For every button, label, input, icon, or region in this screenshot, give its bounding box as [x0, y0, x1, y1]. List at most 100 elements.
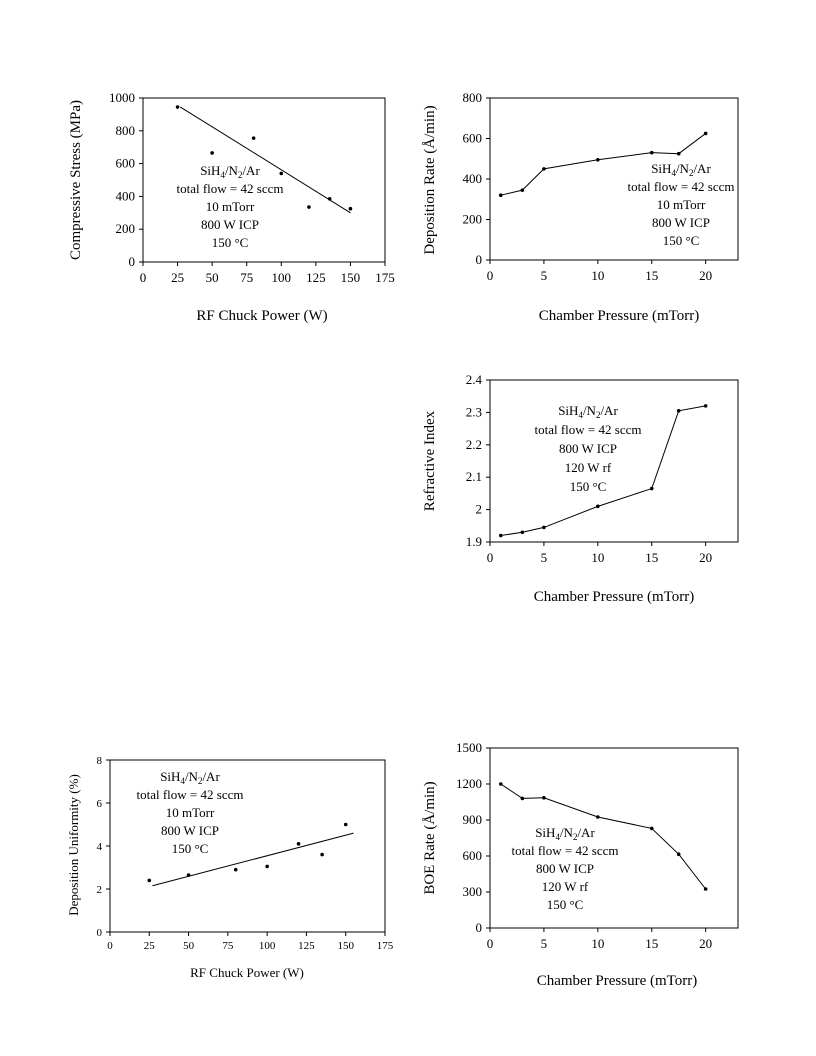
annotation-line: 150 °C: [172, 841, 209, 856]
annotation-line: total flow = 42 sccm: [177, 181, 284, 196]
y-tick-label: 400: [116, 188, 136, 203]
annotation-line: 120 W rf: [542, 879, 589, 894]
data-point: [703, 131, 708, 136]
plot-frame: [142, 97, 386, 263]
c5-xlabel: Chamber Pressure (mTorr): [537, 973, 698, 989]
data-point: [596, 157, 600, 162]
annotation-species: SiH4/N2/Ar: [535, 825, 595, 842]
series-line: [500, 783, 707, 890]
data-point: [320, 852, 324, 857]
x-tick-label: 25: [144, 940, 156, 952]
x-tick-label: 20: [699, 550, 712, 565]
x-tick-label: 10: [591, 268, 604, 283]
annotation-line: total flow = 42 sccm: [535, 422, 642, 437]
data-point: [265, 864, 269, 869]
x-tick-label: 150: [341, 270, 361, 285]
x-tick-label: 125: [306, 270, 326, 285]
y-tick-label: 0: [476, 920, 483, 935]
y-tick-label: 600: [463, 131, 483, 146]
y-tick-label: 2: [97, 884, 103, 896]
annotation-species: SiH4/N2/Ar: [160, 769, 220, 786]
annotation-species: SiH4/N2/Ar: [558, 403, 618, 420]
c1-xlabel: RF Chuck Power (W): [196, 308, 327, 324]
data-point: [703, 887, 708, 891]
annotation-line: total flow = 42 sccm: [137, 787, 244, 802]
y-tick-label: 0: [97, 927, 103, 939]
x-tick-label: 25: [171, 270, 184, 285]
x-tick-label: 0: [107, 940, 113, 952]
data-point: [676, 852, 681, 856]
x-tick-label: 0: [487, 550, 494, 565]
data-point: [676, 151, 681, 156]
x-tick-label: 20: [699, 936, 712, 951]
annotation-species: SiH4/N2/Ar: [200, 163, 260, 180]
data-point: [233, 867, 238, 872]
y-tick-label: 1000: [109, 90, 135, 105]
c3-ylabel: Refractive Index: [422, 410, 438, 511]
c2-xlabel: Chamber Pressure (mTorr): [539, 308, 700, 324]
data-point: [343, 822, 348, 827]
x-tick-label: 5: [541, 268, 548, 283]
annotation-line: 800 W ICP: [536, 861, 594, 876]
data-point: [251, 136, 256, 140]
data-point: [498, 782, 503, 786]
c3-xlabel: Chamber Pressure (mTorr): [534, 589, 695, 605]
y-tick-label: 900: [463, 812, 483, 827]
c1-ylabel: Compressive Stress (MPa): [68, 100, 84, 260]
data-point: [520, 530, 525, 535]
data-point: [186, 873, 191, 877]
data-point: [596, 504, 600, 509]
y-tick-label: 2: [476, 502, 483, 517]
annotation-line: 150 °C: [212, 235, 249, 250]
data-point: [307, 205, 311, 209]
x-tick-label: 10: [591, 550, 604, 565]
x-tick-label: 175: [377, 940, 394, 952]
x-tick-label: 10: [591, 936, 604, 951]
annotation-line: 150 °C: [570, 479, 607, 494]
data-point: [520, 796, 525, 801]
data-point: [296, 842, 301, 846]
y-tick-label: 300: [463, 884, 483, 899]
c5-ylabel: BOE Rate (Å/min): [422, 781, 438, 894]
x-tick-label: 15: [645, 268, 658, 283]
x-tick-label: 15: [645, 550, 658, 565]
y-tick-label: 4: [97, 841, 103, 853]
y-tick-label: 200: [116, 221, 136, 236]
data-point: [279, 171, 284, 176]
c2-ylabel: Deposition Rate (Å/min): [422, 105, 438, 254]
x-tick-label: 125: [298, 940, 315, 952]
annotation-line: 10 mTorr: [166, 805, 215, 820]
annotation-line: total flow = 42 sccm: [512, 843, 619, 858]
y-tick-label: 6: [97, 798, 103, 810]
y-tick-label: 2.4: [466, 372, 483, 387]
annotation-line: 120 W rf: [565, 460, 612, 475]
y-tick-label: 800: [116, 123, 136, 138]
data-point: [649, 150, 654, 155]
y-tick-label: 200: [463, 212, 483, 227]
y-tick-label: 400: [463, 171, 483, 186]
x-tick-label: 5: [541, 550, 548, 565]
y-tick-label: 600: [463, 848, 483, 863]
x-tick-label: 0: [140, 270, 147, 285]
plot-frame: [489, 379, 739, 543]
y-tick-label: 0: [476, 252, 483, 267]
data-point: [348, 206, 353, 211]
data-point: [147, 878, 152, 883]
x-tick-label: 150: [337, 940, 354, 952]
data-point: [703, 404, 708, 408]
data-point: [498, 533, 503, 538]
annotation-line: 800 W ICP: [201, 217, 259, 232]
y-tick-label: 1200: [456, 776, 482, 791]
annotation-line: total flow = 42 sccm: [628, 179, 735, 194]
annotation-species: SiH4/N2/Ar: [651, 161, 711, 178]
y-tick-label: 800: [463, 90, 483, 105]
y-tick-label: 600: [116, 156, 136, 171]
data-point: [542, 167, 546, 171]
data-point: [210, 151, 214, 155]
x-tick-label: 0: [487, 936, 494, 951]
annotation-line: 800 W ICP: [161, 823, 219, 838]
trend-line: [152, 832, 354, 887]
